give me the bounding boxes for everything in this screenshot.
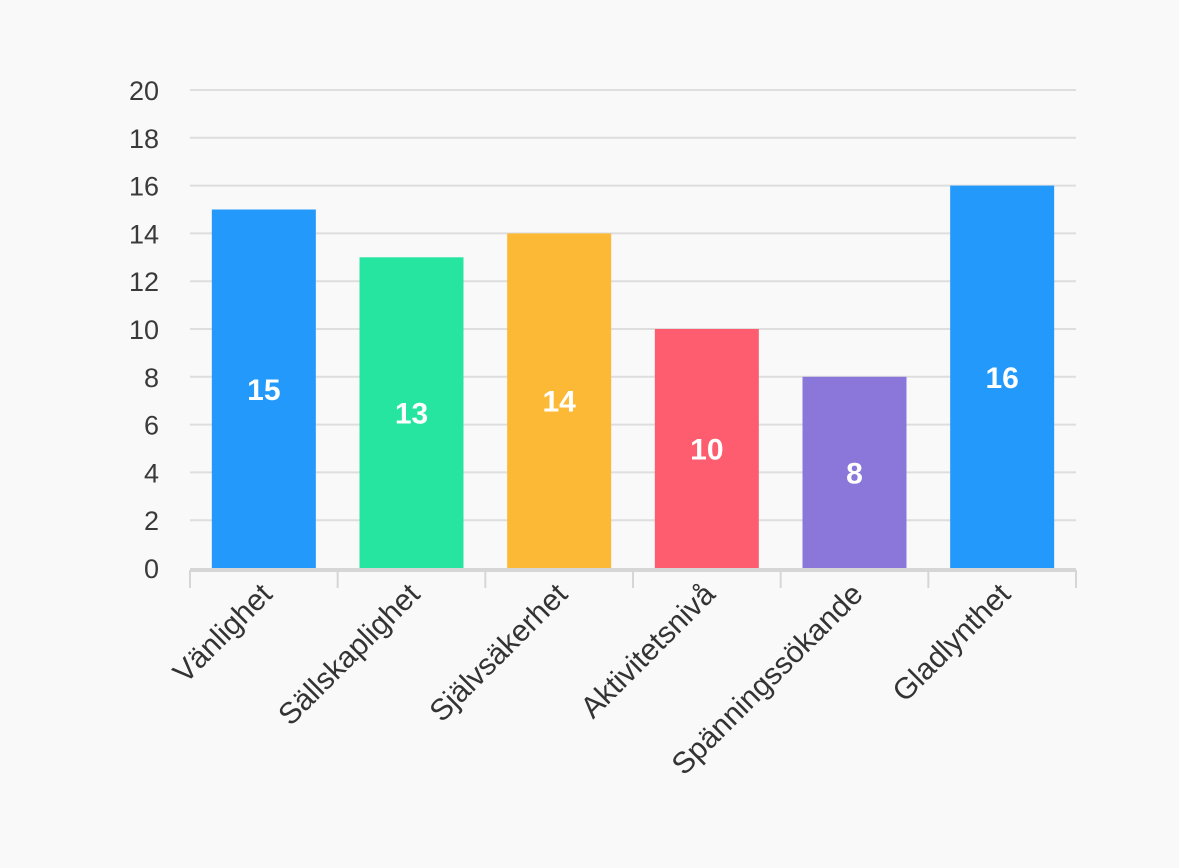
data-labels: 15 13 14 10 8 16	[247, 362, 1019, 491]
x-category-label-1: Vänlighet	[167, 577, 279, 689]
x-category-label-4: Aktivitetsnivå	[575, 577, 722, 724]
data-label-4: 10	[690, 434, 723, 467]
gridlines	[190, 89, 1076, 522]
y-tick-label-6: 6	[144, 411, 159, 441]
y-tick-label-16: 16	[129, 172, 159, 202]
y-tick-label-10: 10	[129, 315, 159, 345]
bar-2[interactable]	[359, 257, 464, 568]
data-label-6: 16	[985, 362, 1018, 395]
y-tick-label-0: 0	[144, 554, 159, 584]
bar-5[interactable]	[802, 376, 907, 568]
y-tick-label-14: 14	[129, 219, 159, 249]
bar-6[interactable]	[950, 185, 1055, 568]
bar-1[interactable]	[211, 209, 316, 569]
x-category-label-6: Gladlynthet	[886, 577, 1017, 708]
y-axis-tick-labels: 0 2 4 6 8 10 12 14 16 18 20	[129, 76, 159, 584]
y-tick-label-4: 4	[144, 458, 159, 488]
x-category-label-2: Sällskaplighet	[272, 577, 427, 732]
x-axis	[189, 568, 1077, 588]
y-tick-label-2: 2	[144, 506, 159, 536]
data-label-3: 14	[542, 386, 576, 419]
y-tick-label-20: 20	[129, 76, 159, 106]
data-label-1: 15	[247, 374, 280, 407]
y-tick-label-8: 8	[144, 363, 159, 393]
data-label-5: 8	[846, 457, 863, 490]
bars	[211, 185, 1055, 569]
bar-4[interactable]	[654, 329, 759, 568]
x-category-label-3: Självsäkerhet	[423, 577, 574, 728]
bar-3[interactable]	[507, 233, 612, 568]
data-label-2: 13	[395, 398, 428, 431]
y-tick-label-12: 12	[129, 267, 159, 297]
y-tick-label-18: 18	[129, 124, 159, 154]
